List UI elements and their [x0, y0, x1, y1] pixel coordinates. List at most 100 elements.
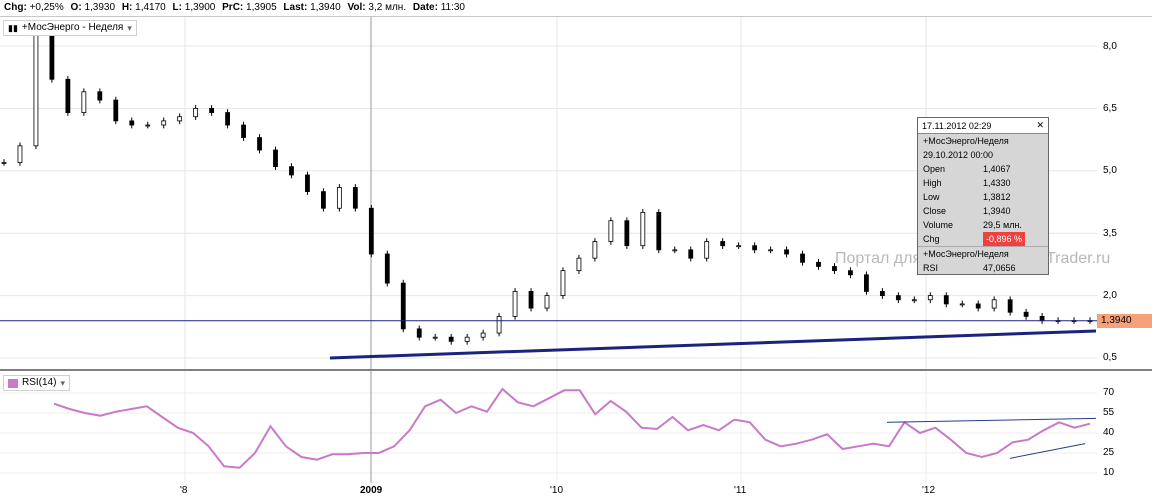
- bar-info-popup[interactable]: 17.11.2012 02:29 ✕ +МосЭнерго/Неделя 29.…: [917, 117, 1049, 275]
- candle-body: [480, 332, 486, 338]
- prc-label: PrC:: [222, 2, 244, 13]
- candle-body: [65, 78, 71, 113]
- popup-row-high: High 1,4330: [918, 176, 1048, 190]
- candle-body: [943, 295, 949, 305]
- rsi-title: RSI(14): [22, 377, 57, 388]
- candle-body: [879, 291, 885, 297]
- rsi-tick: 10: [1103, 467, 1115, 478]
- candle-body: [177, 116, 183, 122]
- popup-row-value: 1,4067: [983, 164, 1011, 174]
- popup-row-value: 29,5 млн.: [983, 220, 1022, 230]
- support-trendline[interactable]: [329, 329, 1097, 360]
- rsi-tick: 25: [1103, 447, 1115, 458]
- open-label: O:: [70, 2, 82, 13]
- candle-body: [161, 120, 167, 126]
- date-label: Date:: [412, 2, 438, 13]
- popup-instrument: +МосЭнерго/Неделя: [923, 136, 1009, 146]
- vol-value: 3,2 млн.: [368, 2, 407, 13]
- candle-body: [704, 241, 710, 259]
- rsi-panel[interactable]: [0, 371, 1097, 483]
- high-label: H:: [121, 2, 133, 13]
- candle-body: [496, 315, 502, 334]
- price-chart-canvas[interactable]: [0, 17, 1097, 369]
- rsi-color-swatch: [8, 378, 18, 388]
- popup-row-value: 1,3940: [983, 206, 1011, 216]
- last-label: Last:: [283, 2, 308, 13]
- popup-row-low: Low 1,3812: [918, 190, 1048, 204]
- popup-row-volume: Volume 29,5 млн.: [918, 218, 1048, 232]
- popup-row-label: High: [923, 178, 942, 188]
- candle-body: [656, 211, 662, 251]
- candle-body: [959, 303, 965, 306]
- time-tick: '10: [550, 485, 564, 496]
- chevron-down-icon[interactable]: ▾: [60, 378, 65, 388]
- candle-body: [608, 220, 614, 242]
- open-value: 1,3930: [84, 2, 116, 13]
- candle-body: [1007, 299, 1013, 313]
- popup-bar-date: 29.10.2012 00:00: [923, 150, 994, 160]
- candle-body: [800, 253, 805, 263]
- candle-body: [752, 245, 758, 251]
- time-axis: '8 2009 '10 '11 '12: [0, 483, 1152, 499]
- price-chart-title: +МосЭнерго - Неделя: [21, 22, 124, 33]
- candle-body: [241, 124, 246, 138]
- candle-body: [145, 124, 151, 127]
- candle-body: [560, 270, 566, 296]
- candle-body: [784, 249, 789, 255]
- price-tick: 8,0: [1103, 41, 1117, 52]
- candle-body: [975, 303, 981, 309]
- low-label: L:: [172, 2, 182, 13]
- candle-body: [289, 166, 294, 176]
- candle-body: [448, 336, 454, 342]
- rsi-lower-trendline[interactable]: [1009, 443, 1086, 459]
- popup-header: 17.11.2012 02:29 ✕: [918, 118, 1048, 134]
- price-chart-legend[interactable]: ▮▮ +МосЭнерго - Неделя ▾: [3, 20, 137, 36]
- price-chart-panel[interactable]: [0, 17, 1097, 369]
- chevron-down-icon[interactable]: ▾: [127, 23, 132, 33]
- candle-body: [432, 336, 438, 339]
- candle-body: [991, 299, 997, 309]
- popup-row-label: Close: [923, 206, 947, 216]
- rsi-line: [53, 387, 1091, 469]
- popup-chg-label: Chg: [923, 234, 940, 244]
- last-value: 1,3940: [310, 2, 341, 13]
- date-value: 11:30: [440, 2, 465, 13]
- candle-body: [400, 282, 406, 330]
- candle-body: [464, 336, 470, 342]
- rsi-tick: 40: [1103, 427, 1115, 438]
- time-tick: 2009: [360, 485, 383, 496]
- popup-row-label: Low: [923, 192, 940, 202]
- candle-body: [321, 191, 326, 209]
- popup-row-value: 1,4330: [983, 178, 1011, 188]
- popup-time: 17.11.2012 02:29: [922, 120, 992, 131]
- popup-chg-value: -0,896 %: [983, 232, 1026, 246]
- candle-body: [352, 187, 358, 209]
- prc-value: 1,3905: [246, 2, 277, 13]
- candle-body: [911, 299, 917, 302]
- rsi-axis: 70 55 40 25 10: [1097, 371, 1152, 483]
- popup-indicator-instrument: +МосЭнерго/Неделя: [918, 246, 1048, 261]
- panel-divider[interactable]: [0, 369, 1152, 371]
- price-axis: 8,0 6,5 5,0 3,5 2,0 0,5: [1097, 17, 1152, 369]
- candle-body: [528, 291, 534, 309]
- rsi-legend[interactable]: RSI(14) ▾: [3, 375, 70, 391]
- candle-body: [81, 91, 87, 113]
- quote-info-bar: Chg: +0,25% O: 1,3930 H: 1,4170 L: 1,390…: [0, 0, 1152, 17]
- chg-value: +0,25%: [29, 2, 64, 13]
- vol-label: Vol:: [347, 2, 366, 13]
- rsi-tick: 55: [1103, 407, 1115, 418]
- price-tick: 0,5: [1103, 352, 1117, 363]
- candle-body: [688, 249, 694, 259]
- candle-body: [129, 120, 135, 126]
- popup-row-chg: Chg -0,896 %: [918, 232, 1048, 246]
- candle-body: [368, 207, 374, 255]
- rsi-canvas[interactable]: [0, 371, 1097, 483]
- candle-body: [113, 99, 119, 122]
- close-icon[interactable]: ✕: [1036, 120, 1044, 130]
- rsi-upper-trendline[interactable]: [886, 417, 1097, 423]
- high-value: 1,4170: [135, 2, 166, 13]
- popup-row-rsi: RSI 47,0656: [918, 261, 1048, 275]
- candle-body: [384, 253, 390, 284]
- popup-row-open: Open 1,4067: [918, 162, 1048, 176]
- chg-label: Chg:: [4, 2, 27, 13]
